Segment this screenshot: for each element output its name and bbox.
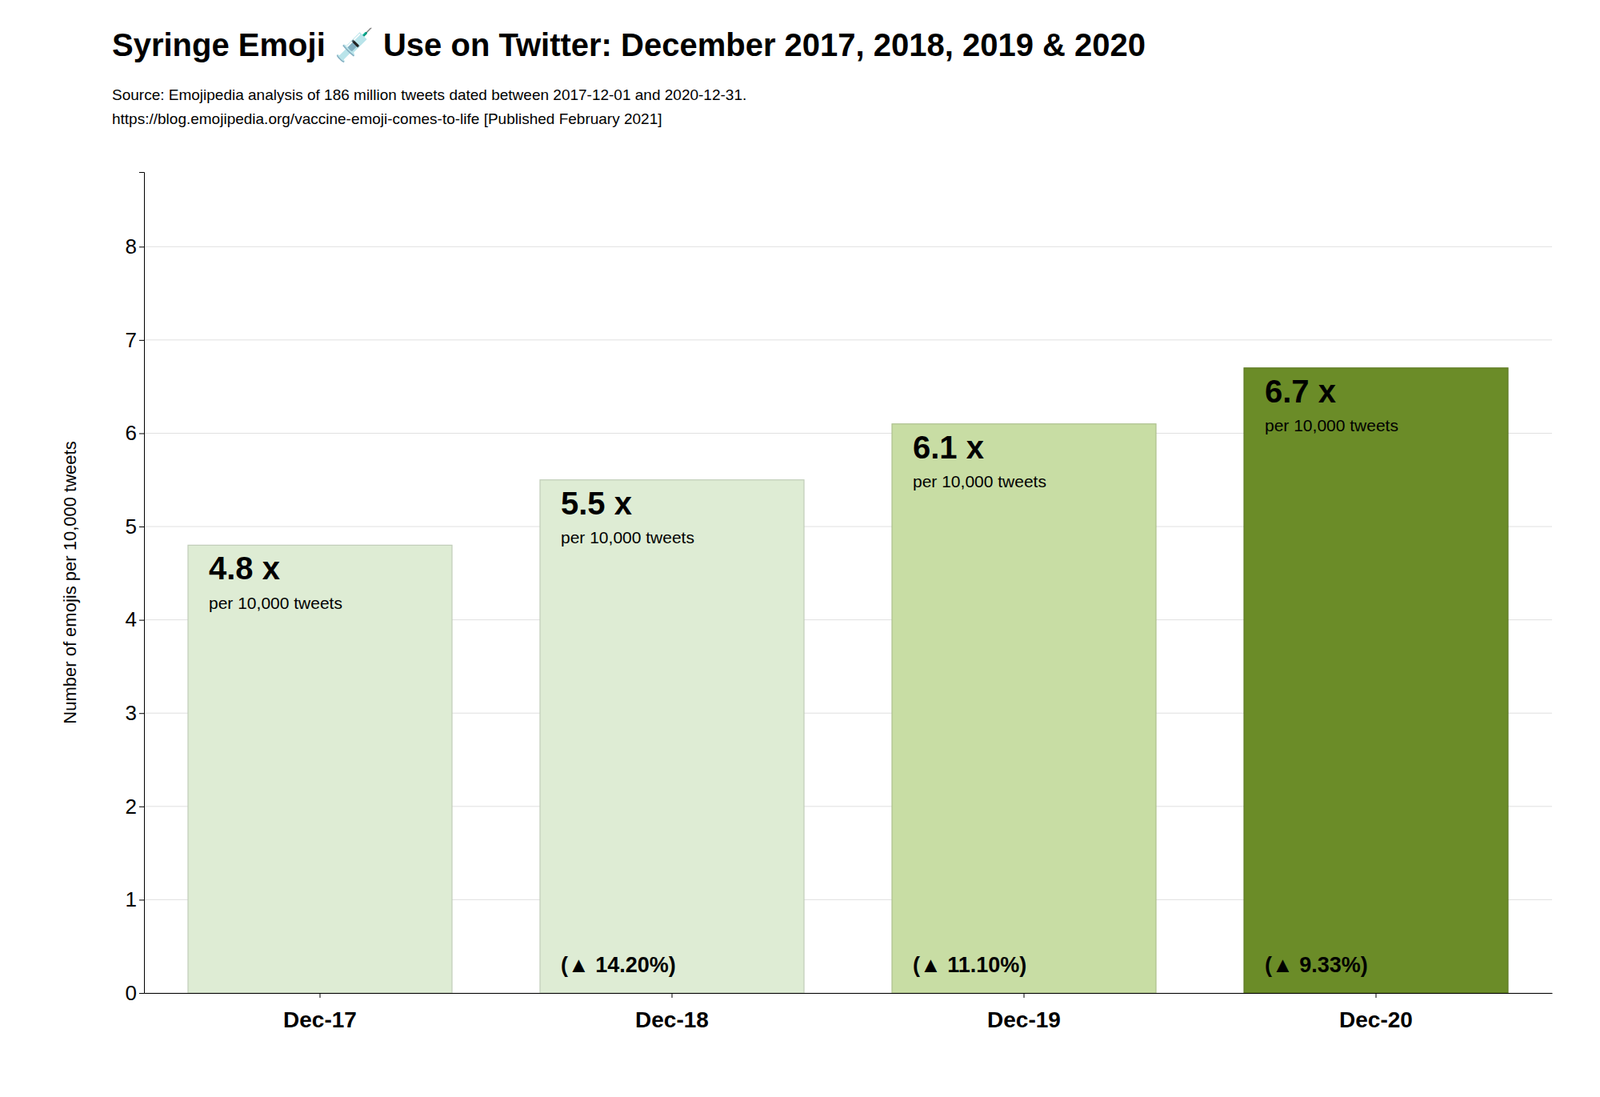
grid bbox=[144, 246, 1552, 993]
source-note: Source: Emojipedia analysis of 186 milli… bbox=[112, 86, 747, 104]
y-tick-mark bbox=[139, 806, 144, 808]
y-tick-label: 5 bbox=[125, 514, 137, 539]
x-tick-label: Dec-19 bbox=[987, 1007, 1061, 1032]
y-tick-label: 3 bbox=[125, 700, 137, 725]
chart: Syringe Emoji 💉 Use on Twitter: December… bbox=[0, 0, 1600, 1097]
bars bbox=[188, 368, 1508, 993]
y-tick-mark bbox=[139, 432, 144, 434]
bar-sub-label: per 10,000 tweets bbox=[208, 593, 343, 612]
y-tick: 7 bbox=[125, 328, 144, 352]
x-tick: Dec-20 bbox=[1339, 992, 1413, 1032]
x-tick-mark bbox=[320, 992, 321, 998]
bar bbox=[188, 544, 452, 993]
data-label: 5.5 x bbox=[560, 485, 632, 521]
plot-area: 0 1 2 3 4 5 6 7 8 Dec-17 Dec-18 Dec-19 Dec-20 4.8 x 5.… bbox=[125, 172, 1553, 1032]
y-tick-label: 7 bbox=[125, 328, 137, 352]
bar-sub-label: per 10,000 tweets bbox=[560, 528, 695, 547]
data-label: 6.1 x bbox=[912, 429, 984, 465]
y-tick-label: 1 bbox=[125, 887, 137, 912]
x-tick-mark bbox=[1376, 992, 1377, 998]
y-tick-mark bbox=[139, 992, 144, 994]
y-tick: 8 bbox=[125, 234, 144, 259]
y-tick-label: 0 bbox=[125, 980, 137, 1005]
y-tick: 1 bbox=[125, 887, 144, 912]
title: Syringe Emoji 💉 Use on Twitter: December… bbox=[112, 26, 1146, 64]
y-tick-mark bbox=[139, 620, 144, 621]
x-tick: Dec-17 bbox=[283, 992, 357, 1032]
y-tick-mark bbox=[139, 246, 144, 248]
grid-line bbox=[144, 246, 1552, 248]
y-axis-title: Number of emojis per 10,000 tweets bbox=[60, 440, 80, 724]
y-axis-line bbox=[139, 172, 145, 994]
change-label: (▲ 9.33%) bbox=[1264, 952, 1368, 977]
source-note: https://blog.emojipedia.org/vaccine-emoj… bbox=[112, 110, 663, 128]
x-tick-mark bbox=[672, 992, 673, 998]
y-axis: 0 1 2 3 4 5 6 7 8 bbox=[125, 172, 145, 1005]
y-tick: 6 bbox=[125, 420, 144, 445]
y-tick: 4 bbox=[125, 607, 144, 632]
data-label: 4.8 x bbox=[208, 550, 280, 586]
x-tick: Dec-18 bbox=[635, 992, 709, 1032]
x-axis-line bbox=[144, 992, 1553, 994]
bar-labels: 4.8 x 5.5 x 6.1 x 6.7 x per 10,000 tweets per… bbox=[208, 373, 1399, 977]
bar bbox=[540, 480, 804, 993]
x-tick-mark bbox=[1024, 992, 1025, 998]
x-tick-label: Dec-17 bbox=[283, 1007, 357, 1032]
y-tick-mark bbox=[139, 899, 144, 900]
y-tick-label: 4 bbox=[125, 607, 137, 632]
bar bbox=[892, 424, 1156, 993]
change-label: (▲ 11.10%) bbox=[912, 952, 1027, 977]
bar-sub-label: per 10,000 tweets bbox=[912, 472, 1047, 491]
y-tick-mark bbox=[139, 712, 144, 714]
y-tick-mark bbox=[139, 526, 144, 528]
y-tick: 3 bbox=[125, 700, 144, 725]
y-tick: 5 bbox=[125, 514, 144, 539]
x-tick-label: Dec-18 bbox=[635, 1007, 709, 1032]
y-tick: 0 bbox=[125, 980, 144, 1005]
x-tick: Dec-19 bbox=[987, 992, 1061, 1032]
y-tick-label: 6 bbox=[125, 420, 137, 445]
data-label: 6.7 x bbox=[1264, 373, 1336, 409]
bar bbox=[1244, 368, 1508, 993]
bar-sub-label: per 10,000 tweets bbox=[1264, 416, 1399, 435]
change-label: (▲ 14.20%) bbox=[560, 952, 676, 977]
x-axis: Dec-17 Dec-18 Dec-19 Dec-20 bbox=[144, 992, 1553, 1032]
x-tick-label: Dec-20 bbox=[1339, 1007, 1413, 1032]
grid-line bbox=[144, 339, 1552, 340]
y-tick: 2 bbox=[125, 794, 144, 819]
y-tick-label: 2 bbox=[125, 794, 137, 819]
y-tick-label: 8 bbox=[125, 234, 137, 259]
y-tick-mark bbox=[139, 340, 144, 341]
